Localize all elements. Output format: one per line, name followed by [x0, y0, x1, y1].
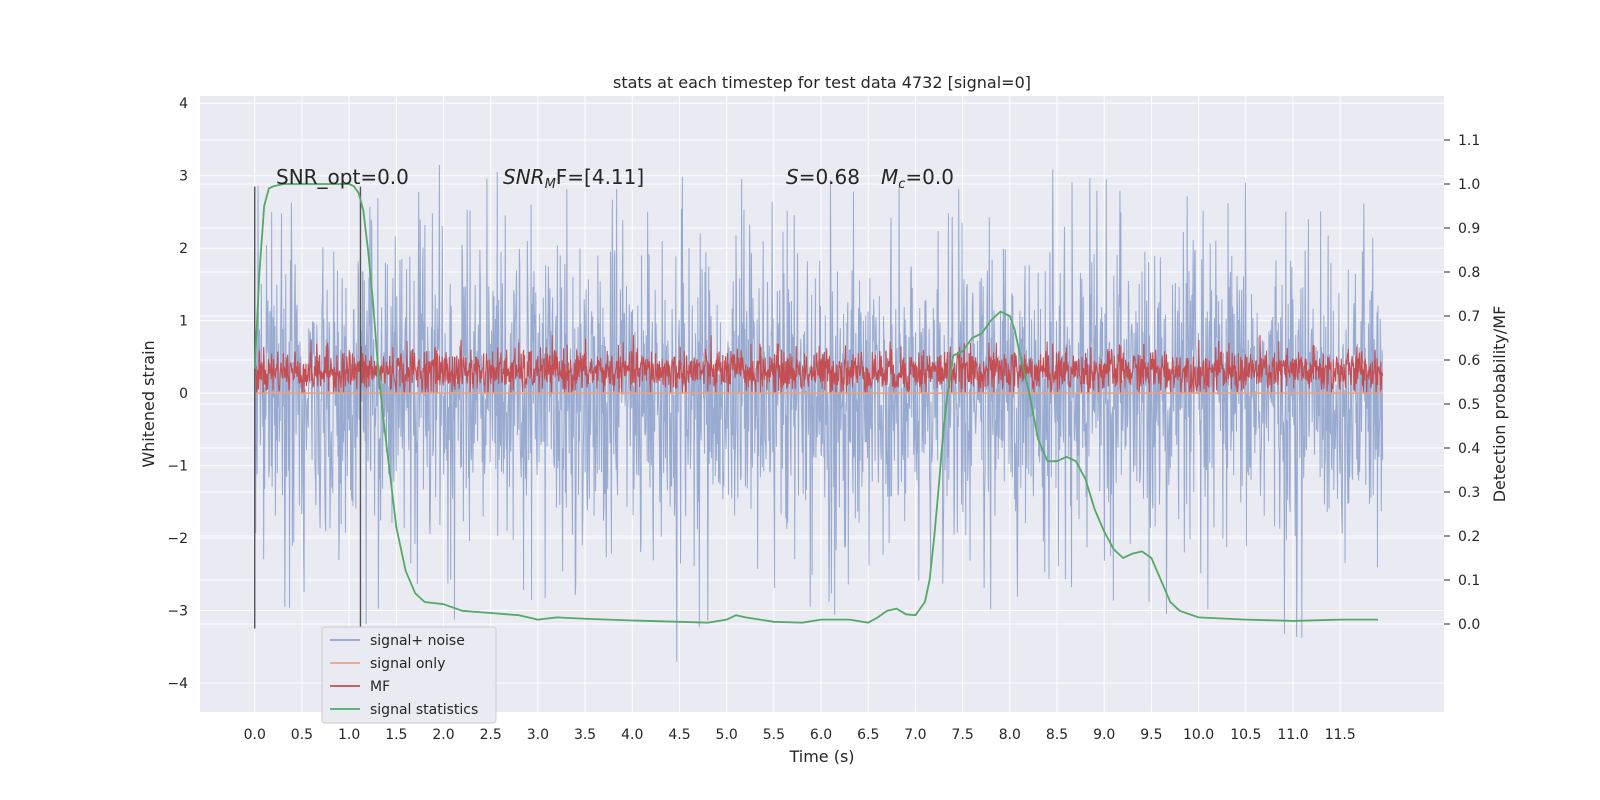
y2-axis-label: Detection probability/MF: [1490, 306, 1509, 503]
mf-line: [254, 335, 1384, 395]
x-tick-label: 2.5: [480, 727, 502, 743]
signal-statistics-line: [253, 183, 1378, 624]
x-tick-label: 9.5: [1140, 727, 1162, 743]
y-ticks: −4 −3 −2 −1 0 1 2 3 4: [167, 96, 188, 692]
x-tick-label: 3.5: [574, 727, 596, 743]
s-main: S: [786, 165, 799, 189]
y-tick-label: 3: [179, 169, 188, 185]
x-axis-label: Time (s): [788, 747, 854, 766]
y-tick-label: 2: [179, 241, 188, 257]
x-tick-label: 7.0: [904, 727, 926, 743]
x-tick-label: 9.0: [1093, 727, 1115, 743]
x-tick-label: 7.5: [952, 727, 974, 743]
signal-noise-series: [254, 164, 1384, 662]
legend-box: [321, 626, 497, 724]
x-tick-label: 11.0: [1277, 727, 1308, 743]
y2-ticks: 0.0 0.1 0.2 0.3 0.4 0.5 0.6 0.7 0.8 0.9 1.0 1.1: [1444, 133, 1480, 633]
vertical-lines: [254, 186, 362, 629]
y2-tick-label: 0.7: [1458, 309, 1480, 325]
x-tick-label: 1.5: [385, 727, 407, 743]
y-tick-label: −2: [167, 531, 188, 547]
mf-series: [254, 335, 1384, 395]
legend: signal+ noise signal only MF signal stat…: [321, 626, 497, 724]
y2-tick-label: 0.8: [1458, 265, 1480, 281]
y2-tick-label: 0.3: [1458, 485, 1480, 501]
x-ticks: 0.0 0.5 1.0 1.5 2.0 2.5 3.0 3.5 4.0 4.5 5.0 5.5 6.0 6…: [244, 727, 1356, 743]
y2-tick-label: 0.1: [1458, 573, 1480, 589]
mc-main: M: [881, 165, 898, 189]
x-tick-label: 0.0: [244, 727, 266, 743]
x-tick-label: 10.5: [1230, 727, 1261, 743]
y2-tick-label: 0.0: [1458, 617, 1480, 633]
y-tick-label: −1: [167, 459, 188, 475]
snr-mf-sub: M: [545, 177, 556, 192]
x-tick-label: 6.0: [810, 727, 832, 743]
y2-tick-label: 0.6: [1458, 353, 1480, 369]
y-axis-label: Whitened strain: [139, 340, 158, 467]
x-tick-label: 10.0: [1183, 727, 1214, 743]
y2-tick-label: 1.0: [1458, 177, 1480, 193]
x-tick-label: 8.5: [1046, 727, 1068, 743]
y-tick-label: 4: [179, 96, 188, 112]
annotation-snr-opt: SNR_opt=0.0: [276, 165, 409, 189]
x-tick-label: 11.5: [1325, 727, 1356, 743]
y2-tick-label: 0.4: [1458, 441, 1480, 457]
legend-label-mf: MF: [370, 679, 390, 695]
annotation-snr-mf: SNRMF=[4.11]: [503, 165, 644, 192]
x-tick-label: 0.5: [291, 727, 313, 743]
annotation-s: S=0.68: [786, 165, 860, 189]
x-tick-label: 5.5: [763, 727, 785, 743]
signal-noise-line: [254, 164, 1384, 662]
x-tick-label: 5.0: [716, 727, 738, 743]
y2-tick-label: 0.2: [1458, 529, 1480, 545]
snr-mf-rest: F=[4.11]: [556, 165, 644, 189]
x-tick-label: 2.0: [432, 727, 454, 743]
s-rest: =0.68: [799, 165, 860, 189]
mc-rest: =0.0: [905, 165, 954, 189]
mc-sub: c: [898, 177, 905, 192]
y-tick-label: 0: [179, 386, 188, 402]
y2-tick-label: 0.5: [1458, 397, 1480, 413]
annotation-mc: Mc=0.0: [881, 165, 954, 192]
x-tick-label: 1.0: [338, 727, 360, 743]
y2-tick-label: 1.1: [1458, 133, 1480, 149]
signal-statistics-series: [253, 183, 1378, 624]
y-tick-label: −4: [167, 676, 188, 692]
y-tick-label: −3: [167, 604, 188, 620]
legend-label-signal-only: signal only: [370, 656, 445, 672]
snr-mf-main: SNR: [503, 165, 545, 189]
x-tick-label: 4.5: [668, 727, 690, 743]
legend-label-signal-statistics: signal statistics: [370, 702, 478, 718]
x-tick-label: 3.0: [527, 727, 549, 743]
legend-label-signal-noise: signal+ noise: [370, 633, 465, 649]
chart-title: stats at each timestep for test data 473…: [613, 73, 1031, 92]
x-tick-label: 8.0: [999, 727, 1021, 743]
y-tick-label: 1: [179, 314, 188, 330]
x-tick-label: 6.5: [857, 727, 879, 743]
y2-tick-label: 0.9: [1458, 221, 1480, 237]
x-tick-label: 4.0: [621, 727, 643, 743]
